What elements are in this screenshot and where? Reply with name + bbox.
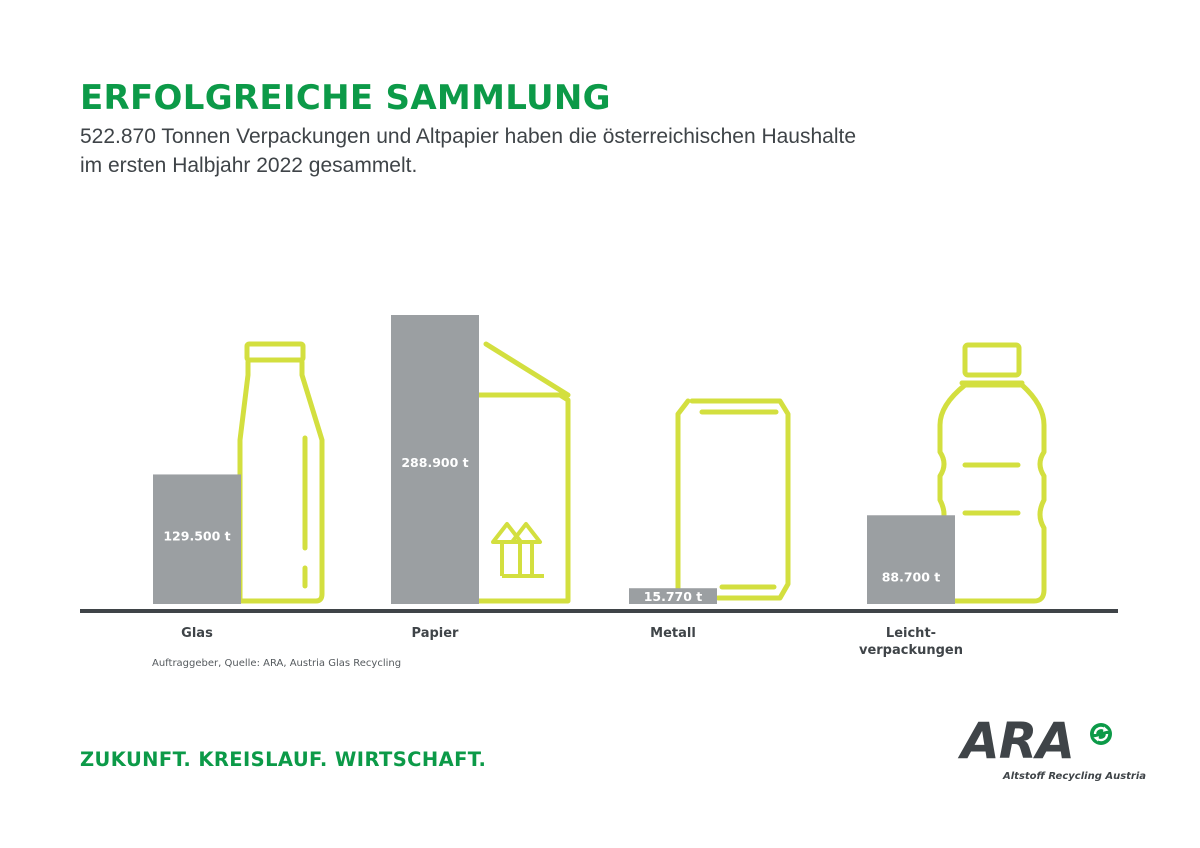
logo-letters: ARA [961,712,1075,770]
bar-1 [153,474,241,604]
bar-value-label-1: 129.500 t [163,528,230,543]
category-label-4: Leicht-verpackungen [859,626,963,658]
logo-subtitle: Altstoff Recycling Austria [1003,771,1147,782]
paper-box-icon [475,341,571,604]
bar-value-label-2: 288.900 t [401,455,468,470]
bar-3 [629,588,717,604]
category-label-3: Metall [650,626,696,641]
recycling-arrows-icon [1090,723,1112,745]
bar-2 [391,315,479,604]
subtitle-line-1: 522.870 Tonnen Verpackungen und Altpapie… [80,125,857,148]
glass-bottle-icon [237,341,325,604]
source-note: Auftraggeber, Quelle: ARA, Austria Glas … [152,658,402,669]
bar-value-label-4: 88.700 t [882,569,941,584]
plastic-bottle-icon [937,342,1047,604]
category-label-1: Glas [181,626,213,641]
chart-subtitle: 522.870 Tonnen Verpackungen und Altpapie… [80,122,900,180]
subtitle-line-2: im ersten Halbjahr 2022 gesammelt. [80,154,418,177]
slogan: ZUKUNFT. KREISLAUF. WIRTSCHAFT. [80,748,487,771]
category-label-2: Papier [412,626,460,641]
bar-4 [867,515,955,604]
ara-logo: ARA Altstoff Recycling Austria [955,712,1146,788]
chart-title: ERFOLGREICHE SAMMLUNG [80,78,611,118]
metal-can-icon [675,398,791,601]
bar-value-label-3: 15.770 t [644,589,703,604]
